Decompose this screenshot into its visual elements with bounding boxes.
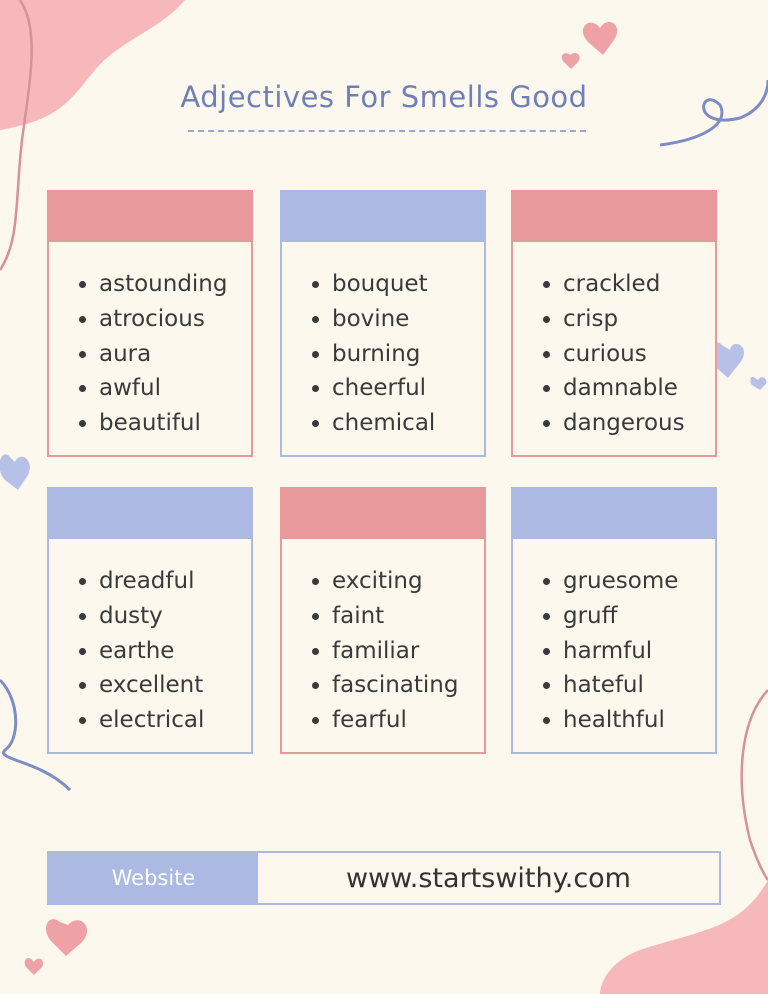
list-item: aura — [99, 337, 251, 372]
list-item: fearful — [332, 703, 484, 738]
list-item: electrical — [99, 703, 251, 738]
website-label: Website — [49, 853, 258, 903]
page-title: Adjectives For Smells Good — [180, 80, 588, 114]
card-header — [49, 192, 251, 242]
word-card: astoundingatrociousauraawfulbeautiful — [47, 190, 253, 457]
list-item: damnable — [563, 371, 715, 406]
word-list: bouquetbovineburningcheerfulchemical — [282, 267, 484, 441]
word-list: crackledcrispcuriousdamnabledangerous — [513, 267, 715, 441]
word-card: bouquetbovineburningcheerfulchemical — [280, 190, 486, 457]
list-item: atrocious — [99, 302, 251, 337]
list-item: curious — [563, 337, 715, 372]
string-left — [0, 0, 33, 271]
list-item: exciting — [332, 564, 484, 599]
string-right — [740, 689, 768, 881]
list-item: chemical — [332, 406, 484, 441]
list-item: earthe — [99, 634, 251, 669]
list-item: dangerous — [563, 406, 715, 441]
squiggle-top-right — [659, 79, 768, 147]
card-header — [282, 192, 484, 242]
list-item: cheerful — [332, 371, 484, 406]
list-item: crackled — [563, 267, 715, 302]
word-card: dreadfuldustyeartheexcellentelectrical — [47, 487, 253, 754]
blob-bottom-right — [600, 880, 768, 994]
website-bar: Website www.startswithy.com — [47, 851, 721, 905]
squiggle-left — [0, 678, 72, 792]
list-item: bovine — [332, 302, 484, 337]
card-header — [513, 192, 715, 242]
website-url[interactable]: www.startswithy.com — [346, 862, 631, 894]
word-list: dreadfuldustyeartheexcellentelectrical — [49, 564, 251, 738]
list-item: dusty — [99, 599, 251, 634]
word-card: gruesomegruffharmfulhatefulhealthful — [511, 487, 717, 754]
list-item: gruesome — [563, 564, 715, 599]
word-card: excitingfaintfamiliarfascinatingfearful — [280, 487, 486, 754]
list-item: beautiful — [99, 406, 251, 441]
blob-top-left — [0, 0, 185, 130]
list-item: faint — [332, 599, 484, 634]
word-list: gruesomegruffharmfulhatefulhealthful — [513, 564, 715, 738]
list-item: awful — [99, 371, 251, 406]
list-item: dreadful — [99, 564, 251, 599]
word-list: excitingfaintfamiliarfascinatingfearful — [282, 564, 484, 738]
list-item: harmful — [563, 634, 715, 669]
card-header — [282, 489, 484, 539]
list-item: crisp — [563, 302, 715, 337]
word-list: astoundingatrociousauraawfulbeautiful — [49, 267, 251, 441]
list-item: gruff — [563, 599, 715, 634]
card-header — [513, 489, 715, 539]
list-item: fascinating — [332, 668, 484, 703]
list-item: bouquet — [332, 267, 484, 302]
list-item: familiar — [332, 634, 484, 669]
list-item: healthful — [563, 703, 715, 738]
list-item: hateful — [563, 668, 715, 703]
title-divider — [188, 130, 586, 132]
list-item: astounding — [99, 267, 251, 302]
list-item: excellent — [99, 668, 251, 703]
card-header — [49, 489, 251, 539]
list-item: burning — [332, 337, 484, 372]
heart-icon — [24, 21, 618, 975]
word-card: crackledcrispcuriousdamnabledangerous — [511, 190, 717, 457]
